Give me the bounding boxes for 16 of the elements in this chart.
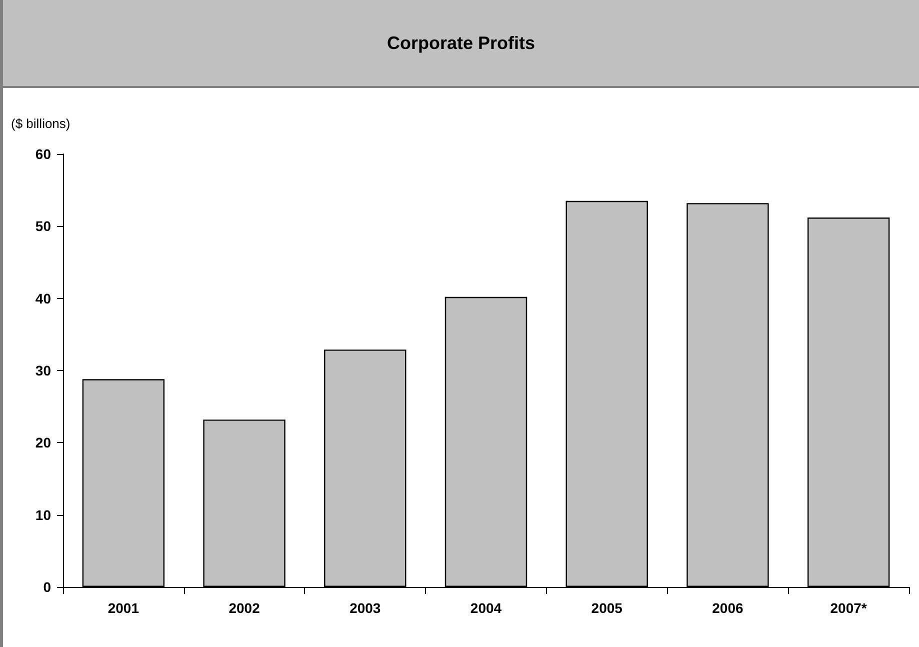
x-tick-label: 2005	[591, 600, 623, 616]
y-tick-label: 10	[35, 506, 52, 523]
chart-title: Corporate Profits	[0, 0, 919, 88]
y-tick-label: 20	[35, 434, 52, 451]
y-axis-title: ($ billions)	[11, 116, 70, 131]
x-tick-label: 2004	[470, 600, 502, 616]
x-tick-label: 2006	[712, 600, 744, 616]
y-tick-label: 30	[35, 362, 52, 378]
x-tick-label: 2003	[350, 600, 381, 616]
x-tick-label: 2002	[228, 600, 260, 616]
y-tick-label: 50	[35, 218, 52, 234]
y-tick-label: 60	[35, 146, 52, 162]
y-tick-label: 0	[43, 579, 52, 595]
y-tick-label: 40	[35, 290, 52, 306]
x-tick-label: 2001	[108, 600, 140, 616]
x-tick-label: 2007*	[830, 600, 868, 616]
